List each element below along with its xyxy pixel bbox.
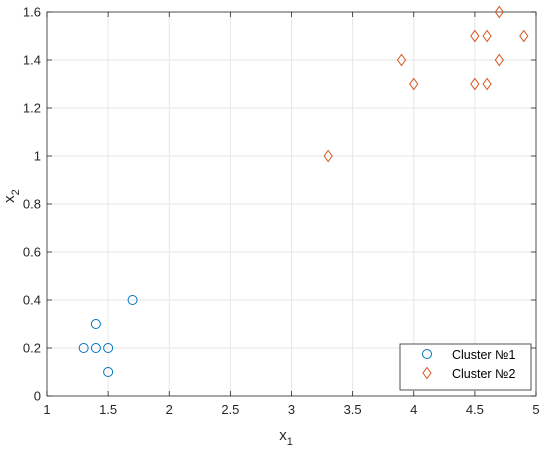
tick-labels: 1 1.5 2 2.5 3 3.5 4 4.5 5 0 0.2 0.4 0.6 0.8 1 1.2 1.4 1.6 bbox=[23, 5, 540, 418]
y-tick-label: 1.2 bbox=[23, 101, 41, 116]
data-point-cluster-2 bbox=[494, 5, 504, 19]
data-point-cluster-1 bbox=[127, 295, 138, 305]
data-point-cluster-2 bbox=[470, 77, 480, 91]
x-tick-label: 2.5 bbox=[221, 402, 239, 417]
data-point-cluster-1 bbox=[90, 343, 101, 353]
y-axis-label: x2 bbox=[1, 189, 22, 203]
legend: Cluster №1 Cluster №2 bbox=[399, 343, 532, 391]
data-point-cluster-2 bbox=[519, 29, 529, 43]
data-point-cluster-1 bbox=[90, 319, 101, 329]
x-tick-label: 5 bbox=[532, 402, 539, 417]
legend-marker-cluster-2 bbox=[422, 366, 432, 380]
y-tick-label: 0.8 bbox=[23, 197, 41, 212]
y-tick-label: 1 bbox=[34, 149, 41, 164]
data-point-cluster-2 bbox=[396, 53, 407, 67]
data-points bbox=[78, 5, 529, 377]
data-point-cluster-2 bbox=[470, 29, 480, 43]
y-tick-label: 0.4 bbox=[23, 293, 41, 308]
data-point-cluster-2 bbox=[323, 149, 333, 163]
x-tick-label: 4 bbox=[410, 402, 417, 417]
legend-label-cluster-2: Cluster №2 bbox=[452, 367, 515, 381]
y-tick-label: 0.2 bbox=[23, 341, 41, 356]
legend-label-cluster-1: Cluster №1 bbox=[452, 348, 515, 362]
data-point-cluster-2 bbox=[482, 77, 492, 91]
x-tick-label: 3.5 bbox=[344, 402, 362, 417]
y-tick-label: 1.6 bbox=[23, 5, 41, 20]
data-point-cluster-2 bbox=[494, 53, 504, 67]
data-point-cluster-1 bbox=[103, 367, 114, 377]
y-tick-label: 0 bbox=[34, 389, 41, 404]
y-tick-label: 0.6 bbox=[23, 245, 41, 260]
x-tick-label: 1.5 bbox=[99, 402, 117, 417]
x-tick-label: 3 bbox=[288, 402, 295, 417]
data-point-cluster-1 bbox=[103, 343, 114, 353]
x-axis-label: x1 bbox=[279, 427, 293, 448]
axes bbox=[46, 11, 537, 397]
x-tick-label: 1 bbox=[43, 402, 50, 417]
legend-box bbox=[399, 343, 532, 391]
data-point-cluster-2 bbox=[482, 29, 492, 43]
x-tick-label: 2 bbox=[166, 402, 173, 417]
x-tick-label: 4.5 bbox=[466, 402, 484, 417]
data-point-cluster-2 bbox=[409, 77, 419, 91]
legend-marker-cluster-1 bbox=[422, 349, 432, 359]
y-tick-label: 1.4 bbox=[23, 53, 41, 68]
data-point-cluster-1 bbox=[78, 343, 89, 353]
